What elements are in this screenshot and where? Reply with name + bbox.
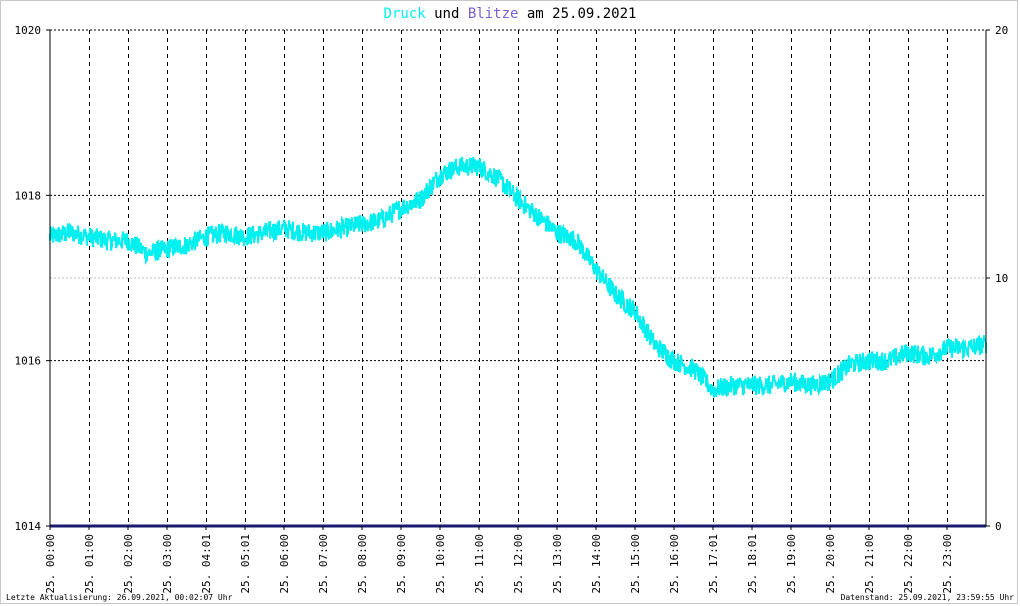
title-word-date: am 25.09.2021 (527, 6, 637, 22)
grid (50, 29, 986, 526)
x-tick-label: 25. 11:00 (473, 534, 486, 594)
x-tick-label: 25. 09:00 (395, 534, 408, 594)
x-tick-label: 25. 15:00 (629, 534, 642, 594)
x-tick-label: 25. 07:00 (317, 534, 330, 594)
x-tick-label: 25. 06:00 (278, 534, 291, 594)
y-right-tick-label: 20 (995, 24, 1008, 37)
x-tick-label: 25. 17:01 (707, 534, 720, 594)
x-tick-label: 25. 23:00 (941, 534, 954, 594)
x-tick-label: 25. 04:01 (200, 534, 213, 594)
x-tick-label: 25. 00:00 (44, 534, 57, 594)
x-tick-label: 25. 10:00 (434, 534, 447, 594)
x-tick-label: 25. 21:00 (863, 534, 876, 594)
footer-data-state: Datenstand: 25.09.2021, 23:59:55 Uhr (841, 593, 1015, 602)
footer-last-update: Letzte Aktualisierung: 26.09.2021, 00:02… (6, 593, 233, 602)
x-tick-label: 25. 02:00 (122, 534, 135, 594)
title-word-und: und (434, 6, 459, 22)
y-left-tick-label: 1016 (15, 355, 42, 368)
x-tick-label: 25. 01:00 (83, 534, 96, 594)
y-left-tick-label: 1018 (15, 189, 42, 202)
y-left-tick-label: 1014 (15, 520, 42, 533)
series-druck-line (49, 156, 987, 398)
x-tick-label: 25. 19:00 (785, 534, 798, 594)
x-tick-label: 25. 22:00 (902, 534, 915, 594)
x-tick-label: 25. 03:00 (161, 534, 174, 594)
title-word-druck: Druck (384, 6, 427, 22)
y-right-tick-label: 10 (995, 272, 1008, 285)
x-tick-label: 25. 20:00 (824, 534, 837, 594)
x-tick-label: 25. 12:00 (512, 534, 525, 594)
x-tick-label: 25. 18:01 (746, 534, 759, 594)
x-tick-label: 25. 13:00 (551, 534, 564, 594)
y-left-tick-label: 1020 (15, 24, 42, 37)
y-right-tick-label: 0 (995, 520, 1002, 533)
x-tick-label: 25. 08:00 (356, 534, 369, 594)
x-tick-label: 25. 16:00 (668, 534, 681, 594)
x-tick-label: 25. 14:00 (590, 534, 603, 594)
x-tick-label: 25. 05:01 (239, 534, 252, 594)
title-word-blitze: Blitze (468, 6, 519, 22)
chart-title: Druck und Blitze am 25.09.2021 (384, 6, 637, 22)
